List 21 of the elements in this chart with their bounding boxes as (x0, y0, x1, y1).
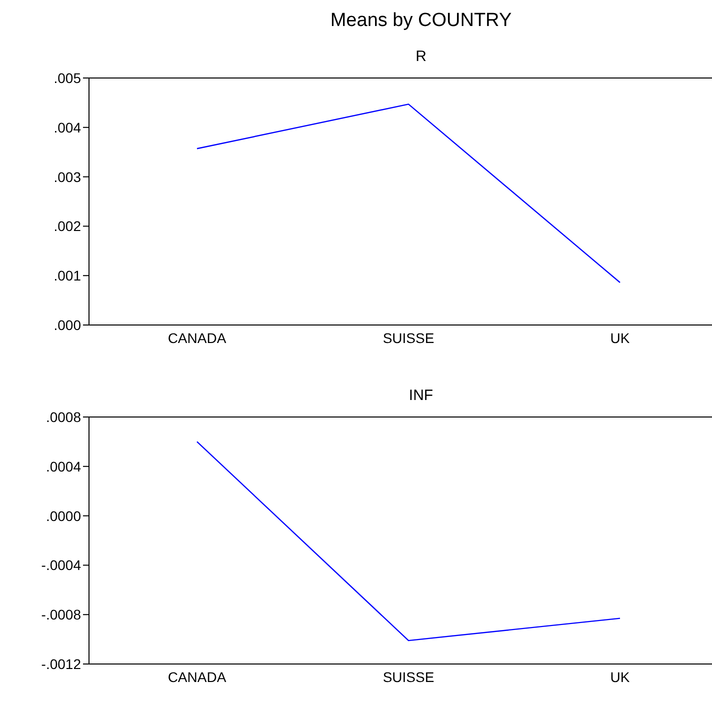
x-tick-label: CANADA (168, 668, 227, 685)
y-tick-label: .0004 (46, 458, 82, 474)
chart-subtitle: R (414, 47, 428, 65)
x-tick-label: SUISSE (382, 330, 434, 346)
y-tick-label: .000 (54, 316, 82, 333)
y-tick-label: .005 (54, 70, 82, 86)
y-tick-label: .001 (54, 268, 82, 284)
y-tick-label: -.0008 (41, 606, 82, 623)
y-tick-label: -.0004 (41, 557, 82, 574)
y-tick-label: .002 (54, 218, 82, 234)
y-tick-label: -.0012 (41, 656, 82, 672)
x-tick-label: UK (610, 668, 630, 685)
chart-title: INF (408, 386, 434, 404)
chart-title: Means by COUNTRY (329, 9, 513, 32)
x-tick-label: CANADA (168, 330, 227, 346)
y-tick-label: .0008 (46, 408, 82, 425)
x-tick-label: SUISSE (382, 668, 434, 685)
x-tick-label: UK (610, 330, 630, 346)
y-tick-label: .003 (54, 168, 82, 185)
y-tick-label: .004 (54, 119, 82, 136)
y-tick-label: .0000 (46, 508, 82, 524)
